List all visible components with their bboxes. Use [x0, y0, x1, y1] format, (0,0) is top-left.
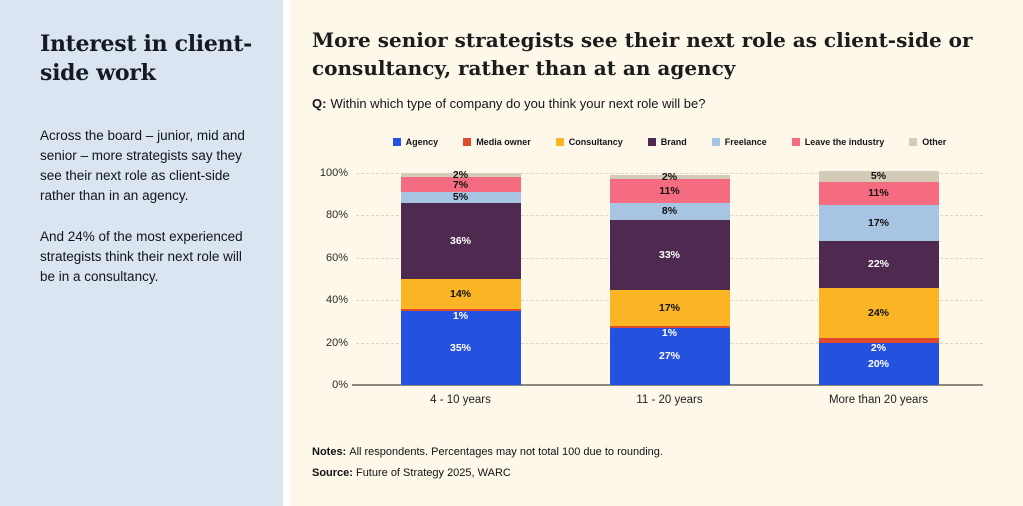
sidebar-body: Across the board – junior, mid and senio… [40, 126, 260, 308]
segment-value-label: 35% [449, 341, 471, 354]
bar-segment: 5% [818, 170, 939, 183]
legend-item: Leave the industry [791, 137, 885, 147]
y-axis-tick-label: 100% [319, 167, 348, 179]
legend-label: Other [922, 137, 947, 147]
stacked-bar-chart: 0% 20% 40% 60% 80% 100% 35% 1% 14% 36% 5% 7% 2% 4 - 1… [320, 167, 983, 406]
stacked-bar: 20% 2% 24% 22% 17% 11% 5% [818, 170, 939, 385]
segment-value-label: 17% [867, 216, 889, 229]
bar-segment: 2% [818, 338, 939, 353]
legend-swatch-icon [555, 138, 564, 146]
bar-segment: 2% [609, 171, 730, 183]
legend-item: Consultancy [555, 137, 623, 147]
chart-headline: More senior strategists see their next r… [312, 28, 973, 80]
y-axis-tick-label: 80% [325, 209, 348, 222]
y-axis-tick-label: 40% [325, 294, 348, 307]
legend-swatch-icon [392, 138, 401, 146]
gridline [356, 173, 983, 174]
legend-swatch-icon [791, 138, 800, 146]
notes-prefix: Notes: [312, 446, 347, 458]
stacked-bar: 27% 1% 17% 33% 8% 11% 2% [609, 171, 730, 385]
question-text: Within which type of company do you thin… [330, 96, 706, 111]
y-axis-tick-label: 0% [332, 379, 348, 391]
bar-segment: 8% [609, 202, 730, 220]
segment-value-label: 24% [867, 306, 889, 319]
bar-segment: 5% [400, 191, 521, 204]
sidebar-title: Interest in client-side work [40, 31, 252, 86]
source-line: Source: Future of Strategy 2025, WARC [312, 467, 992, 479]
stacked-bar: 35% 1% 14% 36% 5% 7% 2% [400, 169, 521, 385]
legend-label: Freelance [724, 137, 767, 147]
bar-segment: 14% [400, 279, 521, 309]
bar-segment: 17% [818, 204, 939, 241]
bar-segment: 36% [400, 202, 521, 280]
legend-label: Brand [660, 137, 687, 147]
legend-label: Leave the industry [804, 137, 885, 147]
x-axis-category-label: 4 - 10 years [430, 394, 491, 406]
legend-item: Agency [392, 137, 439, 147]
bar-segment: 22% [818, 240, 939, 288]
sidebar-paragraph: Across the board – junior, mid and senio… [40, 128, 245, 203]
segment-value-label: 27% [658, 350, 680, 363]
sidebar: Interest in client-side work Across the … [0, 0, 283, 506]
bar-segment: 35% [400, 310, 521, 385]
segment-value-label: 5% [870, 170, 887, 183]
segment-value-label: 17% [658, 301, 680, 314]
legend-item: Brand [647, 137, 687, 147]
source-prefix: Source: [312, 467, 353, 479]
legend-label: Media owner [476, 137, 531, 147]
segment-value-label: 11% [659, 185, 680, 198]
legend-swatch-icon [711, 138, 720, 146]
legend-label: Agency [405, 137, 439, 147]
x-axis-category-label: 11 - 20 years [636, 394, 703, 406]
segment-value-label: 7% [452, 178, 469, 191]
legend-swatch-icon [647, 138, 656, 146]
bar-segment: 33% [609, 219, 730, 290]
segment-value-label: 5% [452, 191, 469, 204]
notes-line: Notes: All respondents. Percentages may n… [312, 446, 992, 458]
x-axis-line [352, 384, 983, 386]
segment-value-label: 8% [661, 205, 678, 218]
legend-swatch-icon [463, 138, 472, 146]
legend-swatch-icon [909, 138, 918, 146]
bar-segment: 20% [818, 342, 939, 385]
bar-segment: 11% [609, 179, 730, 203]
segment-value-label: 33% [658, 248, 680, 261]
x-axis-category-label: More than 20 years [828, 394, 929, 406]
bar-segment: 1% [609, 325, 730, 339]
y-axis-tick-label: 60% [325, 251, 348, 264]
bar-segment: 11% [818, 181, 939, 205]
bar-segment: 1% [400, 308, 521, 322]
y-axis-tick-label: 20% [325, 336, 348, 349]
survey-question: Q: Within which type of company do you th… [312, 96, 992, 111]
chart-panel: More senior strategists see their next r… [290, 0, 1023, 506]
segment-value-label: 22% [867, 258, 889, 271]
segment-value-label: 20% [867, 357, 889, 370]
notes-text: All respondents. Percentages may not tot… [349, 446, 663, 458]
sidebar-paragraph: And 24% of the most experienced strategi… [40, 229, 243, 284]
bar-segment: 24% [818, 287, 939, 339]
bar-segment: 7% [400, 177, 521, 193]
question-prefix: Q: [312, 96, 327, 111]
bar-segment: 17% [609, 289, 730, 326]
chart-legend: Agency Media owner Consultancy Brand Freelan… [356, 137, 983, 147]
segment-value-label: 11% [868, 187, 889, 200]
segment-value-label: 36% [449, 234, 471, 247]
legend-item: Other [909, 137, 946, 147]
bar-segment: 2% [400, 169, 521, 181]
segment-value-label: 14% [449, 287, 471, 300]
legend-label: Consultancy [568, 137, 623, 147]
legend-item: Freelance [711, 137, 767, 147]
bar-segment: 27% [609, 327, 730, 385]
source-text: Future of Strategy 2025, WARC [355, 467, 511, 479]
legend-item: Media owner [463, 137, 531, 147]
